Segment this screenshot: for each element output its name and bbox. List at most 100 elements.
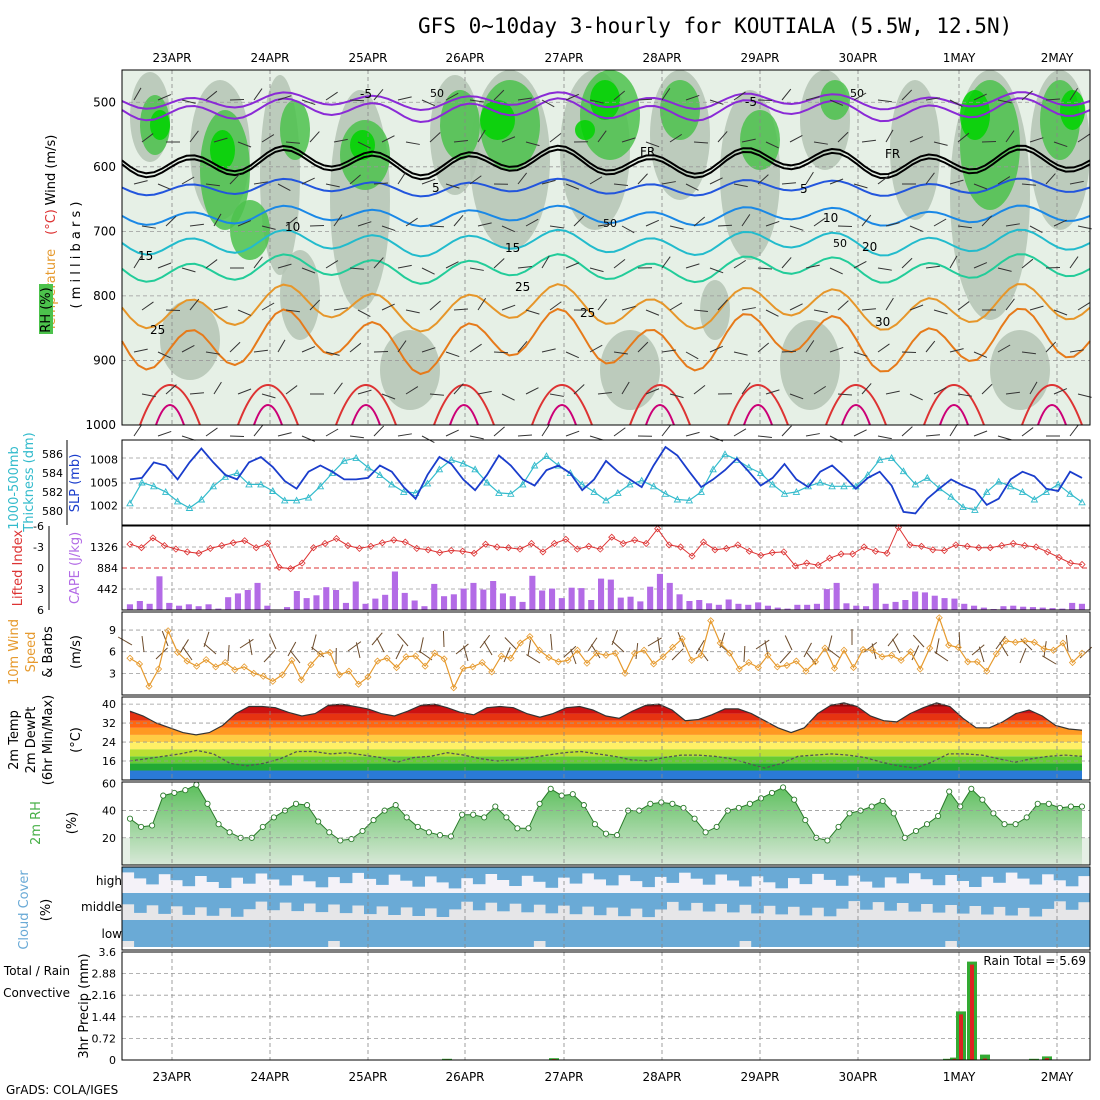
cape-bar bbox=[333, 590, 340, 610]
cloud-high-bar bbox=[860, 867, 873, 882]
wind-speed-point bbox=[1040, 645, 1048, 653]
wind-barb bbox=[657, 637, 661, 654]
lifted-index-point bbox=[837, 550, 845, 558]
precip-conv-label: Convective bbox=[3, 986, 70, 1000]
wind-barb bbox=[935, 638, 940, 655]
cloud-mid-bar bbox=[739, 893, 752, 905]
temp-band bbox=[130, 706, 1082, 714]
wind-barb bbox=[853, 92, 867, 101]
rh2m-point bbox=[868, 803, 875, 810]
cloud-high-bar bbox=[339, 867, 353, 884]
wind-barb bbox=[709, 345, 723, 353]
cloud-mid-bar bbox=[472, 893, 486, 911]
cape-bar bbox=[813, 603, 820, 610]
cloud-mid-bar bbox=[134, 893, 147, 913]
rh2m-point bbox=[337, 837, 344, 844]
wind-barb bbox=[325, 183, 340, 188]
wind-barb bbox=[1053, 141, 1068, 148]
lifted-index-point bbox=[963, 542, 971, 550]
cloud-mid-bar bbox=[1017, 893, 1030, 908]
cloud-mid-bar bbox=[1005, 893, 1018, 916]
wind-barb bbox=[263, 649, 276, 663]
wind-barb bbox=[155, 647, 168, 660]
cloud-mid-bar bbox=[315, 893, 329, 913]
thickness-point bbox=[673, 495, 682, 503]
cape-bar bbox=[588, 600, 595, 610]
cloud-mid-bar bbox=[1041, 893, 1055, 909]
thickness-point bbox=[887, 454, 896, 461]
wind-barb bbox=[133, 348, 148, 353]
wind-barb bbox=[517, 172, 528, 185]
cape-bar bbox=[195, 606, 202, 610]
wind-barb bbox=[421, 99, 435, 107]
wind-barb bbox=[829, 267, 843, 275]
cloud-mid-bar bbox=[1029, 893, 1043, 917]
wind-barb bbox=[803, 642, 812, 658]
cloud-mid-bar bbox=[872, 893, 885, 903]
thickness-point bbox=[197, 495, 206, 503]
wind-barb bbox=[469, 435, 484, 440]
cape-bar bbox=[519, 601, 526, 610]
wind-barb bbox=[463, 645, 469, 662]
rh-contour-label: 50 bbox=[833, 237, 847, 250]
cloud-low-bar bbox=[122, 920, 135, 941]
wind-barb bbox=[373, 182, 389, 185]
temp-unit-label: (°C) bbox=[44, 209, 59, 235]
cloud-high-bar bbox=[134, 867, 147, 879]
thickness-point bbox=[304, 493, 313, 501]
wind-barb bbox=[861, 139, 876, 143]
cloud-low-bar bbox=[243, 920, 256, 947]
wind-barb bbox=[525, 218, 539, 227]
wind-barb bbox=[949, 179, 964, 185]
rh2m-point bbox=[746, 800, 753, 807]
wind-speed-point bbox=[792, 657, 800, 665]
wind-barb bbox=[133, 255, 142, 269]
rh2m-point bbox=[414, 823, 421, 830]
cape-bar bbox=[470, 582, 477, 610]
cloud-low-bar bbox=[714, 920, 728, 947]
rh2m-point bbox=[470, 811, 477, 818]
rh2m-point bbox=[569, 791, 576, 798]
wind-barb bbox=[957, 132, 970, 143]
cloud-low-bar bbox=[848, 920, 861, 947]
wind-speed-point bbox=[1002, 637, 1010, 645]
wind-tick: 6 bbox=[109, 646, 116, 659]
wind-speed-point bbox=[983, 667, 991, 675]
wind-speed-point bbox=[154, 665, 163, 673]
cloud-high-bar bbox=[545, 867, 559, 888]
wind-barb bbox=[285, 141, 300, 144]
cape-bar bbox=[284, 607, 291, 610]
precip-tick: 1.44 bbox=[92, 1011, 117, 1024]
wind-speed-point bbox=[964, 658, 972, 666]
rh-blob bbox=[150, 110, 170, 140]
wind-barb bbox=[661, 349, 676, 353]
cloud-low-bar bbox=[1053, 920, 1067, 947]
wind-barb bbox=[637, 98, 653, 101]
rh2m-point bbox=[879, 797, 886, 805]
wind-speed-point bbox=[754, 664, 762, 672]
lifted-index-cape-panel: -6 -3 0 3 6 1326 884 442 bbox=[33, 520, 1091, 617]
isotherm-line bbox=[121, 204, 1091, 228]
wind-barb bbox=[397, 340, 407, 353]
isotherm-label: 15 bbox=[505, 241, 520, 255]
thickness-point bbox=[459, 459, 467, 467]
wind-barb bbox=[237, 388, 252, 395]
rh2m-point bbox=[713, 823, 720, 830]
cape-bar bbox=[185, 604, 192, 610]
wind-barb bbox=[205, 351, 220, 355]
lifted-index-point bbox=[871, 547, 880, 555]
cloud-high-bar bbox=[509, 867, 522, 886]
cloud-low-bar bbox=[1017, 920, 1030, 947]
wind-speed-point bbox=[611, 649, 620, 657]
isotherm-line bbox=[121, 228, 1091, 258]
precip-conv-bar bbox=[983, 1058, 987, 1060]
cape-bar bbox=[755, 602, 762, 610]
wind-barb bbox=[1021, 90, 1033, 101]
rh2m-point bbox=[802, 817, 809, 824]
lifted-index-tick: 3 bbox=[37, 583, 44, 596]
wind-barb bbox=[141, 393, 156, 398]
rh2m-point bbox=[1045, 800, 1052, 807]
wind-barb bbox=[717, 224, 733, 227]
wind-speed-point bbox=[316, 650, 324, 658]
cloud-low-bar bbox=[412, 920, 425, 947]
